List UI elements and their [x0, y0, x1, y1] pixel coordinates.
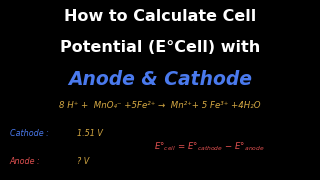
Text: ? V: ? V — [77, 157, 89, 166]
Text: Potential (E°Cell) with: Potential (E°Cell) with — [60, 40, 260, 55]
Text: 1.51 V: 1.51 V — [77, 129, 103, 138]
Text: Anode :: Anode : — [10, 157, 40, 166]
Text: $\it{E}$°$_{\it{cell}}$ = $\it{E}$°$_{\it{cathode}}$ $-$ $\it{E}$°$_{\it{anode}}: $\it{E}$°$_{\it{cell}}$ = $\it{E}$°$_{\i… — [154, 140, 264, 153]
Text: How to Calculate Cell: How to Calculate Cell — [64, 9, 256, 24]
Text: 8 H⁺ +  MnO₄⁻ +5Fe²⁺ →  Mn²⁺+ 5 Fe³⁺ +4H₂O: 8 H⁺ + MnO₄⁻ +5Fe²⁺ → Mn²⁺+ 5 Fe³⁺ +4H₂O — [59, 101, 261, 110]
Text: Cathode :: Cathode : — [10, 129, 48, 138]
Text: Anode & Cathode: Anode & Cathode — [68, 70, 252, 89]
